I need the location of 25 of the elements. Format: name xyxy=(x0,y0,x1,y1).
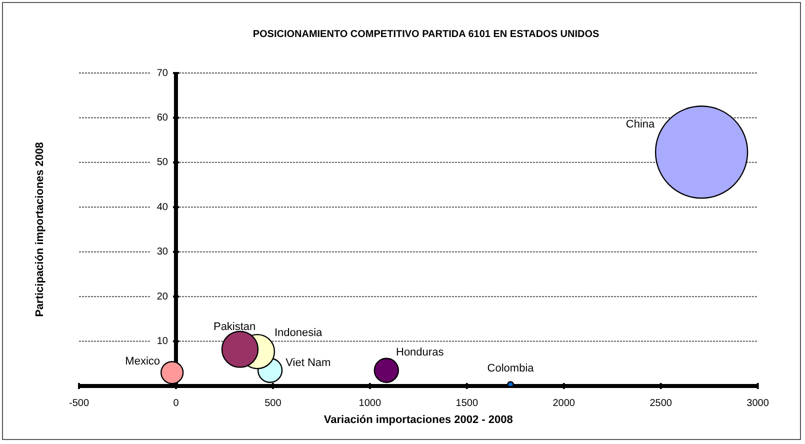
x-tick-label: 0 xyxy=(173,398,180,409)
x-axis-title: Variación importaciones 2002 - 2008 xyxy=(324,414,513,426)
y-axis-title: Participación importaciones 2008 xyxy=(34,142,46,317)
y-tick-label: 60 xyxy=(156,112,168,124)
x-tick-label: -500 xyxy=(68,398,90,409)
y-tick-label: 10 xyxy=(156,336,168,348)
series-label: Viet Nam xyxy=(286,357,331,370)
x-tick-label: 1500 xyxy=(456,398,478,409)
series-label: China xyxy=(626,118,656,131)
x-tick-label: 3000 xyxy=(746,398,770,409)
series-label: Mexico xyxy=(125,356,160,368)
series-label: Colombia xyxy=(487,362,535,375)
y-tick-label: 30 xyxy=(156,246,168,258)
y-tick-label: 50 xyxy=(156,157,168,168)
y-tick-label: 40 xyxy=(156,202,168,213)
chart-title: POSICIONAMIENTO COMPETITIVO PARTIDA 6101 EN ESTADOS UNIDOS xyxy=(252,28,600,40)
series-label: Pakistan xyxy=(213,320,256,333)
x-tick-label: 1000 xyxy=(358,398,382,409)
series-label: Indonesia xyxy=(274,326,324,339)
y-tick-label: 20 xyxy=(156,291,168,302)
y-tick-label: 70 xyxy=(156,68,168,79)
x-tick-label: 2000 xyxy=(552,398,576,409)
x-tick-label: 2500 xyxy=(650,398,672,409)
x-tick-label: 500 xyxy=(264,398,282,409)
series-label: Honduras xyxy=(396,346,444,358)
